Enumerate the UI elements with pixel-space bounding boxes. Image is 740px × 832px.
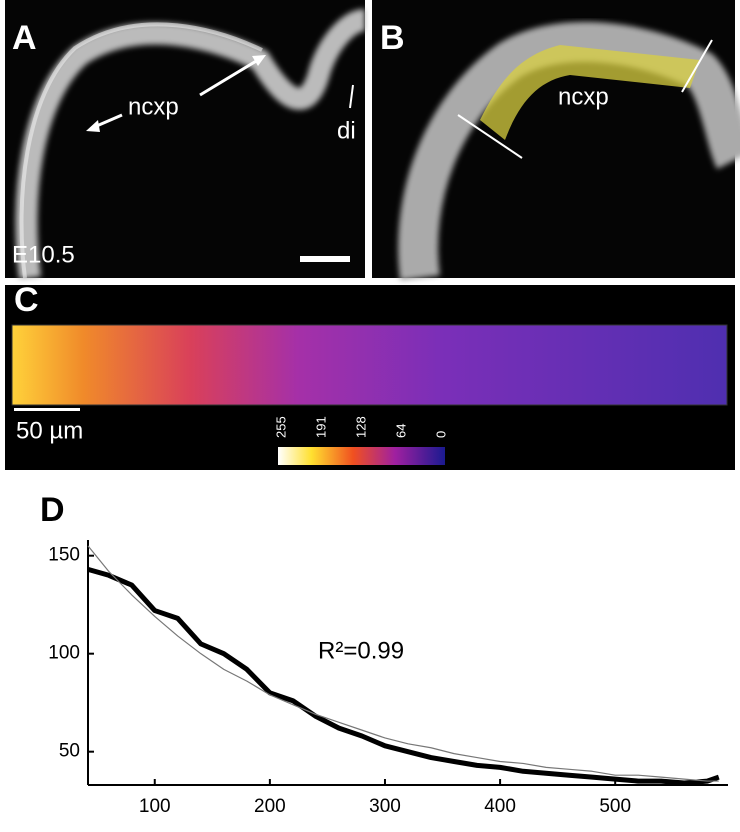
pointer bbox=[349, 84, 354, 109]
colorbar-label: 128 bbox=[353, 416, 368, 438]
colorbar-label: 0 bbox=[433, 431, 448, 438]
fit-annotation: R²=0.99 bbox=[318, 637, 404, 664]
tissue bbox=[398, 21, 740, 281]
x-tick-label: 300 bbox=[369, 796, 401, 817]
fit-line bbox=[87, 545, 719, 782]
stage-label: E10.5 bbox=[12, 241, 75, 268]
annotation: di bbox=[337, 117, 356, 144]
x-tick-label: 200 bbox=[254, 796, 286, 817]
roi bbox=[480, 45, 700, 140]
heatmap bbox=[11, 324, 728, 406]
arrow bbox=[199, 58, 259, 97]
panel-label: C bbox=[14, 281, 39, 319]
panel-label: D bbox=[40, 491, 65, 529]
roi-edge bbox=[681, 39, 713, 93]
scale-label: 50 µm bbox=[16, 417, 83, 444]
annotation: ncxp bbox=[558, 83, 609, 110]
x-tick-label: 100 bbox=[139, 796, 171, 817]
roi-edge bbox=[457, 114, 523, 159]
tissue bbox=[15, 9, 367, 280]
panel-label: B bbox=[380, 19, 405, 57]
colorbar-label: 191 bbox=[313, 416, 328, 438]
y-tick-label: 100 bbox=[48, 643, 80, 664]
y-tick-label: 150 bbox=[48, 545, 80, 566]
tissue-edge bbox=[19, 22, 263, 279]
colorbar-label: 64 bbox=[393, 424, 408, 438]
data-line bbox=[87, 566, 720, 786]
x-tick-label: 400 bbox=[484, 796, 516, 817]
scale-bar bbox=[300, 256, 350, 262]
y-tick-label: 50 bbox=[59, 741, 80, 762]
annotation: ncxp bbox=[128, 93, 179, 120]
arrowhead bbox=[252, 55, 266, 66]
colorbar-label: 255 bbox=[273, 416, 288, 438]
arrowhead bbox=[86, 120, 100, 132]
scale-bar bbox=[14, 408, 80, 411]
panel-label: A bbox=[12, 19, 37, 57]
colorbar bbox=[278, 447, 445, 465]
x-tick-label: 500 bbox=[599, 796, 631, 817]
